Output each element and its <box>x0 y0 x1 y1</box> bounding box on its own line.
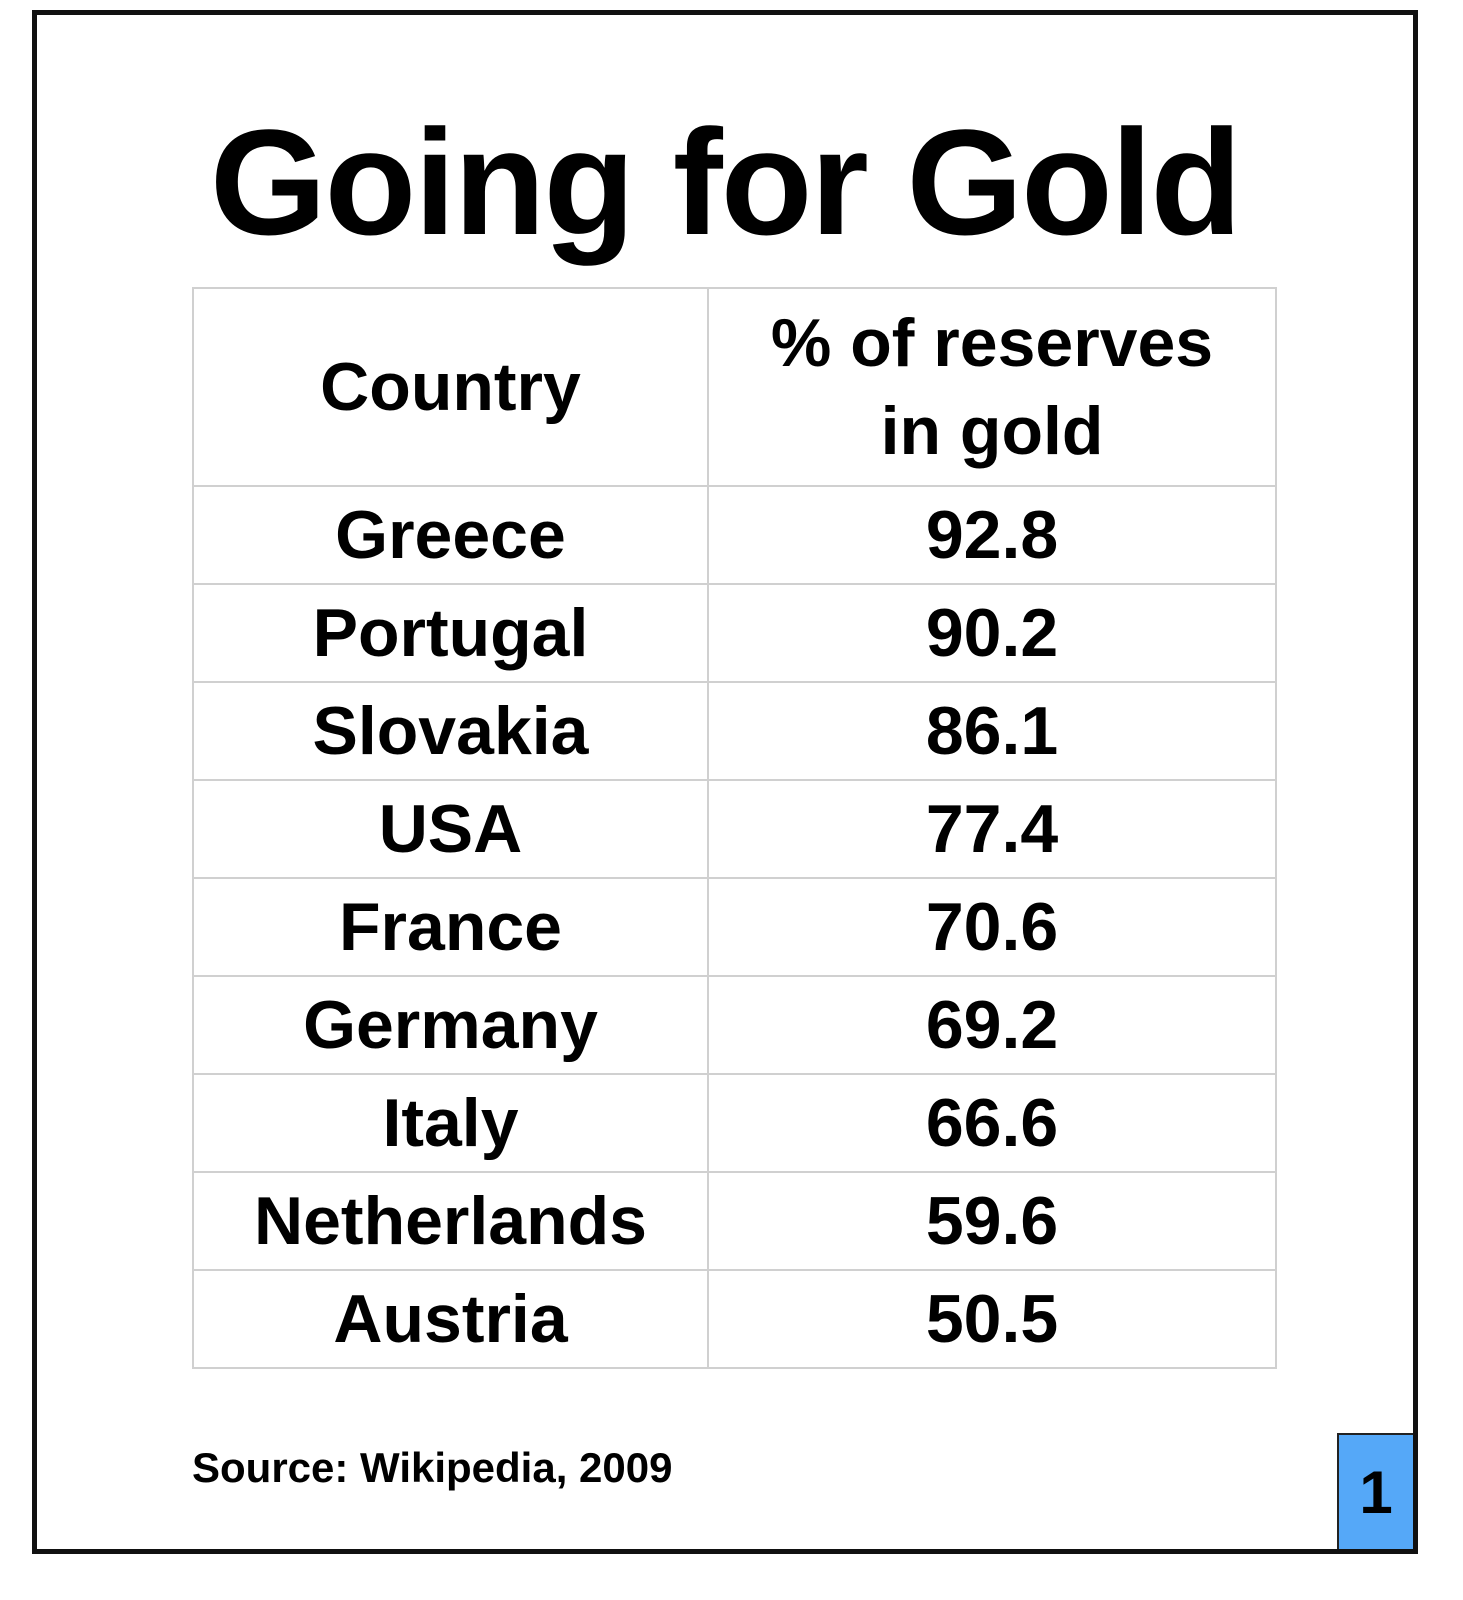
gold-percent-cell: 50.5 <box>707 1269 1277 1369</box>
country-cell: France <box>192 877 709 977</box>
gold-percent-cell: 77.4 <box>707 779 1277 879</box>
country-cell: USA <box>192 779 709 879</box>
gold-percent-cell: 86.1 <box>707 681 1277 781</box>
gold-percent-cell: 90.2 <box>707 583 1277 683</box>
table-row: Portugal 90.2 <box>192 583 1277 683</box>
gold-reserves-table: Country % of reserves in gold Greece 92.8… <box>192 287 1277 1369</box>
table-row: Slovakia 86.1 <box>192 681 1277 781</box>
gold-percent-cell: 92.8 <box>707 485 1277 585</box>
column-header-country: Country <box>192 287 709 487</box>
table-row: USA 77.4 <box>192 779 1277 879</box>
table-row: Germany 69.2 <box>192 975 1277 1075</box>
table-header-row: Country % of reserves in gold <box>192 287 1277 487</box>
country-cell: Germany <box>192 975 709 1075</box>
gold-percent-cell: 66.6 <box>707 1073 1277 1173</box>
gold-percent-cell: 69.2 <box>707 975 1277 1075</box>
table-row: Greece 92.8 <box>192 485 1277 585</box>
column-header-gold-percent: % of reserves in gold <box>707 287 1277 487</box>
column-header-country-line: Country <box>320 349 581 425</box>
source-note: Source: Wikipedia, 2009 <box>192 1444 673 1491</box>
page-title: Going for Gold <box>209 98 1242 266</box>
country-cell: Italy <box>192 1073 709 1173</box>
country-cell: Slovakia <box>192 681 709 781</box>
table-row: Netherlands 59.6 <box>192 1171 1277 1271</box>
country-cell: Austria <box>192 1269 709 1369</box>
slide-frame: Going for Gold Country % of reserves in … <box>32 10 1418 1554</box>
table-row: Austria 50.5 <box>192 1269 1277 1369</box>
table-row: France 70.6 <box>192 877 1277 977</box>
country-cell: Netherlands <box>192 1171 709 1271</box>
page-number-badge: 1 <box>1337 1433 1413 1549</box>
column-header-gold-percent-line-2: in gold <box>880 393 1104 469</box>
table-row: Italy 66.6 <box>192 1073 1277 1173</box>
country-cell: Greece <box>192 485 709 585</box>
column-header-gold-percent-line-1: % of reserves <box>770 305 1214 381</box>
gold-percent-cell: 70.6 <box>707 877 1277 977</box>
country-cell: Portugal <box>192 583 709 683</box>
table-body: Greece 92.8 Portugal 90.2 Slovakia 86.1 USA 77.… <box>192 485 1277 1369</box>
gold-percent-cell: 59.6 <box>707 1171 1277 1271</box>
